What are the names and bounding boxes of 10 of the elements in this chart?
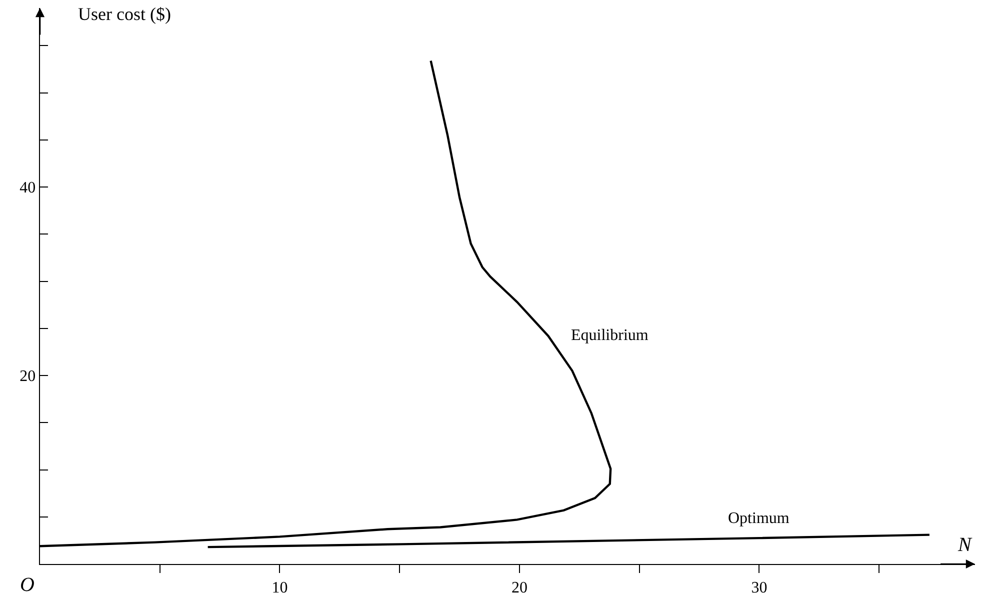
x-tick-label: 10 — [272, 579, 288, 596]
x-axis-title: N — [957, 534, 973, 556]
y-tick-label: 40 — [20, 180, 36, 197]
series-label: Equilibrium — [571, 327, 649, 344]
line-series — [206, 534, 931, 548]
y-axis-title: User cost ($) — [78, 4, 171, 24]
series-label: Optimum — [728, 510, 790, 527]
x-tick-label: 20 — [511, 579, 528, 596]
text: O — [20, 574, 34, 596]
x-tick-label: 30 — [751, 579, 768, 596]
